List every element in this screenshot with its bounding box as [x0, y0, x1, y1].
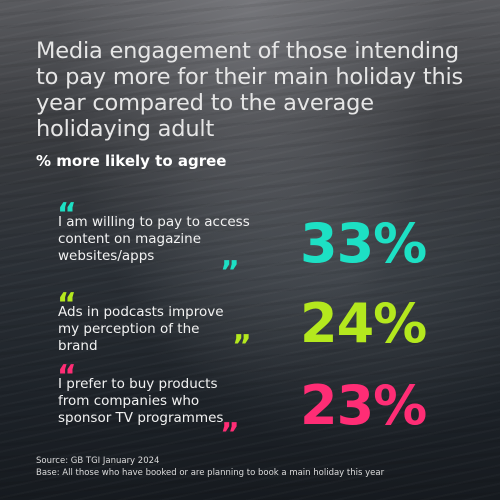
close-quote-icon: ”: [232, 329, 252, 364]
stat-2-value: 24%: [300, 292, 427, 355]
close-quote-icon: ”: [220, 255, 240, 290]
stat-3-value: 23%: [300, 374, 427, 437]
subtitle: % more likely to agree: [36, 152, 227, 170]
stat-1-text: I am willing to pay to access content on…: [58, 214, 250, 264]
open-quote-icon: “: [57, 359, 77, 394]
stat-3-text: I prefer to buy products from companies …: [58, 376, 224, 426]
source-line: Source: GB TGI January 2024: [36, 456, 160, 466]
base-line: Base: All those who have booked or are p…: [36, 468, 385, 478]
page-title: Media engagement of those intending to p…: [36, 38, 464, 142]
stat-1-value: 33%: [300, 212, 427, 275]
stat-2-text: Ads in podcasts improve my perception of…: [58, 304, 224, 354]
source-note: Source: GB TGI January 2024 Base: All th…: [36, 455, 476, 479]
open-quote-icon: “: [57, 287, 77, 322]
close-quote-icon: ”: [220, 417, 240, 452]
open-quote-icon: “: [57, 197, 77, 232]
